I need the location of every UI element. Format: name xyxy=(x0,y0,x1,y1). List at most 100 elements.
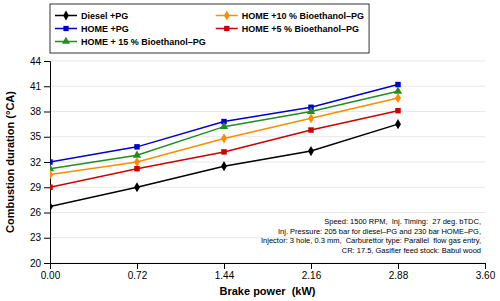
tick: 2.16 xyxy=(302,263,322,281)
grid-line xyxy=(50,136,485,137)
point xyxy=(221,133,227,143)
tick-mark xyxy=(44,187,50,188)
tick-mark xyxy=(44,137,50,138)
tick-label: 38 xyxy=(30,106,42,117)
legend-label: HOME +10 % Bioethanol–PG xyxy=(242,11,364,21)
legend-label: HOME + 15 % Bioethanol–PG xyxy=(81,37,206,47)
tick-label: 20 xyxy=(30,258,42,269)
marks xyxy=(50,82,402,212)
legend-item: HOME +10 % Bioethanol–PG xyxy=(216,11,364,21)
tick: 38 xyxy=(30,106,50,117)
point xyxy=(395,108,400,113)
legend-label: HOME +PG xyxy=(81,24,129,34)
tick-label: 32 xyxy=(30,157,42,168)
tick-label: 0.72 xyxy=(128,270,148,281)
tick-mark xyxy=(44,162,50,163)
point xyxy=(50,185,53,190)
tick-label: 3.60 xyxy=(476,270,496,281)
tick-mark xyxy=(137,263,138,269)
point xyxy=(134,182,140,192)
grid-line xyxy=(50,187,485,188)
legend-item: HOME +5 % Bioethanol–PG xyxy=(216,24,359,34)
tick-mark xyxy=(44,263,50,264)
legend-item: HOME + 15 % Bioethanol–PG xyxy=(55,37,206,47)
tick-mark xyxy=(44,112,50,113)
tick: 20 xyxy=(30,258,50,269)
point xyxy=(308,127,313,132)
tick: 23 xyxy=(30,232,50,243)
tick: 44 xyxy=(30,56,50,67)
point xyxy=(220,122,228,129)
point xyxy=(133,150,141,157)
legend-label: HOME +5 % Bioethanol–PG xyxy=(242,24,359,34)
point xyxy=(134,157,140,167)
point xyxy=(221,161,227,171)
tick: 0.00 xyxy=(41,263,61,281)
point xyxy=(50,159,53,164)
grid-line xyxy=(50,162,485,163)
tick-label: 23 xyxy=(30,232,42,243)
series-line xyxy=(50,91,398,168)
tick-mark xyxy=(44,213,50,214)
x-axis-title: Brake power (kW) xyxy=(220,285,316,297)
series-line xyxy=(50,98,398,175)
x-axis: 0.00 0.72 1.44 2.16 2.88 3.60 xyxy=(41,263,496,281)
tick: 32 xyxy=(30,157,50,168)
tick: 41 xyxy=(30,81,50,92)
tick-mark xyxy=(398,263,399,269)
point xyxy=(50,202,53,212)
point xyxy=(134,144,139,149)
legend-marker xyxy=(224,11,230,21)
legend-frame xyxy=(50,4,369,53)
series-line xyxy=(50,111,398,188)
point xyxy=(395,82,400,87)
tick: 26 xyxy=(30,207,50,218)
grid xyxy=(50,61,485,263)
y-axis-title: Combustion duration (°CA) xyxy=(4,91,16,233)
tick-mark xyxy=(485,263,486,269)
tick-label: 41 xyxy=(30,81,42,92)
point xyxy=(50,170,53,180)
tick-label: 2.16 xyxy=(302,270,322,281)
tick-label: 29 xyxy=(30,182,42,193)
tick-label: 0.00 xyxy=(41,270,61,281)
series-line xyxy=(50,124,398,206)
tick-label: 44 xyxy=(30,56,42,67)
tick-mark xyxy=(44,61,50,62)
tick-label: 26 xyxy=(30,207,42,218)
tick: 2.88 xyxy=(389,263,409,281)
y-axis: 20 23 26 29 32 35 38 41 44 xyxy=(30,56,51,269)
point xyxy=(307,107,315,114)
plot-area: 0.00 0.72 1.44 2.16 2.88 3.60 20 23 26 29 32 35 38 41… xyxy=(4,56,496,297)
legend-marker xyxy=(63,11,69,21)
point xyxy=(134,166,139,171)
tick-mark xyxy=(224,263,225,269)
point xyxy=(395,93,401,103)
legend-marker xyxy=(224,26,229,31)
grid-line xyxy=(50,111,485,112)
legend-item: HOME +PG xyxy=(55,24,129,34)
chart: Diesel +PG HOME +PG HOME + 15 % Bioethanol… xyxy=(0,0,500,301)
annotation: Speed: 1500 RPM, Inj. Timing: 27 deg. bT… xyxy=(261,217,481,255)
series-line xyxy=(50,85,398,162)
tick-mark xyxy=(311,263,312,269)
tick: 29 xyxy=(30,182,50,193)
tick: 1.44 xyxy=(215,263,235,281)
axis-line xyxy=(44,62,51,264)
legend-label: Diesel +PG xyxy=(81,11,128,21)
point xyxy=(50,164,54,171)
tick-label: 35 xyxy=(30,131,42,142)
legend-marker xyxy=(63,26,68,31)
grid-line xyxy=(50,61,485,62)
tick-label: 2.88 xyxy=(389,270,409,281)
tick: 3.60 xyxy=(476,263,496,281)
axis-line xyxy=(51,264,486,270)
tick-label: 1.44 xyxy=(215,270,235,281)
legend-item: Diesel +PG xyxy=(55,11,128,21)
tick-mark xyxy=(44,86,50,87)
legend-marker xyxy=(62,37,70,44)
point xyxy=(221,149,226,154)
tick-mark xyxy=(44,238,50,239)
grid-line xyxy=(50,86,485,87)
tick: 35 xyxy=(30,131,50,142)
